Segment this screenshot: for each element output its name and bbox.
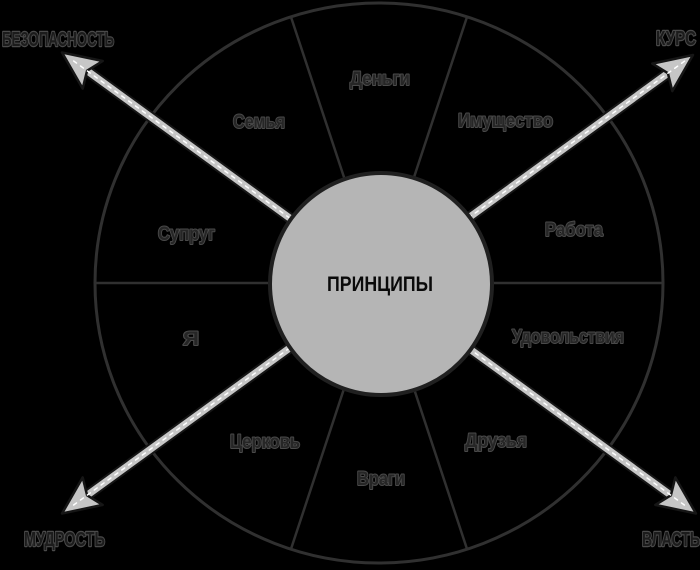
center-label: ПРИНЦИПЫ [327, 273, 433, 296]
corner-label-wisdom: МУДРОСТЬ [24, 529, 105, 551]
corner-label-security: БЕЗОПАСНОСТЬ [2, 29, 114, 51]
arrow-road-bottom-right [458, 338, 698, 515]
corner-label-course: КУРС [656, 28, 696, 50]
center-circle [268, 171, 494, 397]
segment-label-pleasures: Удовольствия [512, 327, 624, 348]
segment-label-church: Церковь [230, 432, 300, 453]
arrow-road-top-left [60, 51, 300, 228]
arrow-centerline-dashes [460, 342, 689, 509]
corner-label-power: ВЛАСТЬ [642, 529, 700, 551]
segment-label-money: Деньги [350, 69, 410, 90]
arrow-centerline-dashes [460, 60, 686, 224]
segment-label-property: Имущество [458, 111, 553, 132]
arrow-road-bottom-left [60, 338, 300, 515]
arrow-centerline-dashes [69, 342, 298, 509]
arrow-centerline-dashes [69, 57, 298, 224]
segment-label-work: Работа [545, 220, 603, 241]
segment-label-spouse: Супруг [158, 224, 215, 245]
segment-label-friends: Друзья [465, 431, 527, 452]
segment-label-enemies: Враги [357, 469, 405, 490]
segment-label-self: Я [183, 329, 199, 350]
arrow-road-top-right [458, 53, 695, 228]
segment-label-family: Семья [233, 112, 285, 133]
wheel-rim [93, 1, 665, 565]
